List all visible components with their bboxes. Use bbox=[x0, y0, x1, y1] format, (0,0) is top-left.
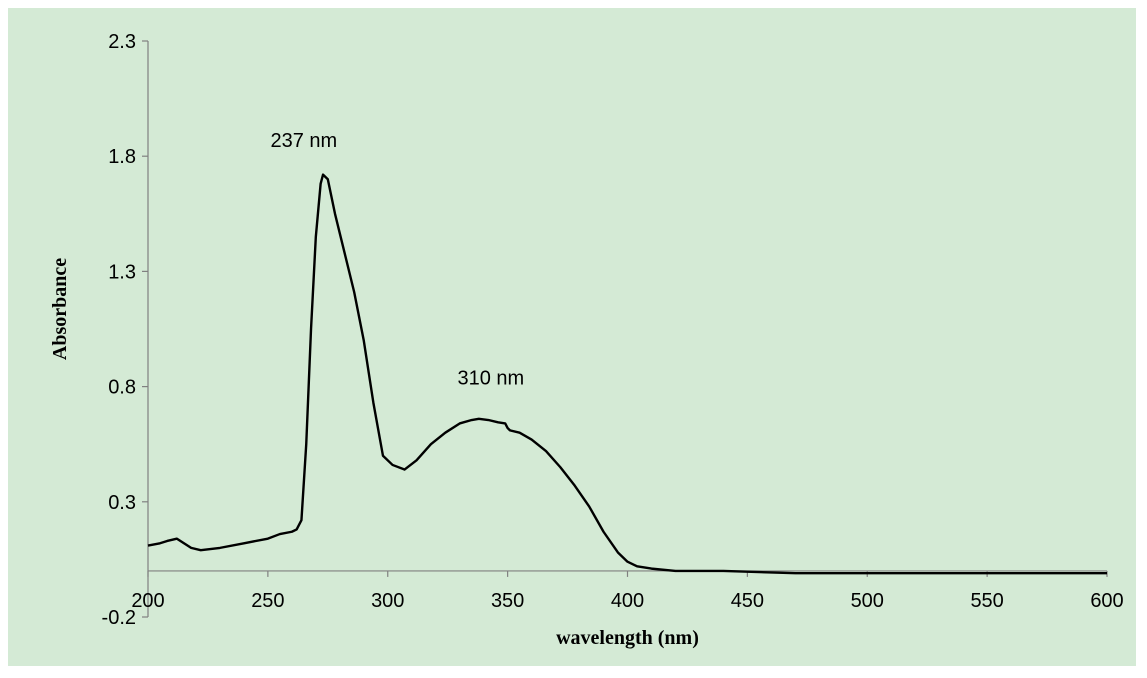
y-tick-label: -0.2 bbox=[102, 607, 136, 629]
chart-area: -0.2 0.3 0.8 1.3 1.8 2.3 200 250 300 350 400 450 500… bbox=[8, 8, 1136, 666]
absorbance-series-line bbox=[147, 173, 1107, 575]
x-tick-label: 400 bbox=[611, 590, 644, 612]
peak-annotation: 237 nm bbox=[270, 130, 337, 152]
x-tick-label: 550 bbox=[970, 590, 1003, 612]
y-tick-label: 0.3 bbox=[108, 492, 136, 514]
series-layer bbox=[147, 173, 1107, 575]
peak-annotation: 310 nm bbox=[457, 367, 524, 389]
y-tick-label: 1.3 bbox=[108, 261, 136, 283]
y-axis-title: Absorbance bbox=[49, 258, 71, 360]
x-tick-label: 500 bbox=[851, 590, 884, 612]
y-tick-label: 2.3 bbox=[108, 31, 136, 53]
y-tick-label: 0.8 bbox=[108, 377, 136, 399]
x-tick-label: 200 bbox=[131, 590, 164, 612]
x-tick-label: 450 bbox=[731, 590, 764, 612]
x-tick-label: 600 bbox=[1090, 590, 1123, 612]
ticks: -0.2 0.3 0.8 1.3 1.8 2.3 200 250 300 350 400 450 500… bbox=[102, 31, 1124, 629]
x-tick-label: 250 bbox=[251, 590, 284, 612]
x-tick-label: 350 bbox=[491, 590, 524, 612]
y-tick-label: 1.8 bbox=[108, 146, 136, 168]
x-tick-label: 300 bbox=[371, 590, 404, 612]
annotation-layer: 237 nm 310 nm bbox=[270, 130, 524, 389]
absorbance-chart: -0.2 0.3 0.8 1.3 1.8 2.3 200 250 300 350 400 450 500… bbox=[49, 31, 1124, 649]
x-axis-title: wavelength (nm) bbox=[556, 627, 699, 649]
